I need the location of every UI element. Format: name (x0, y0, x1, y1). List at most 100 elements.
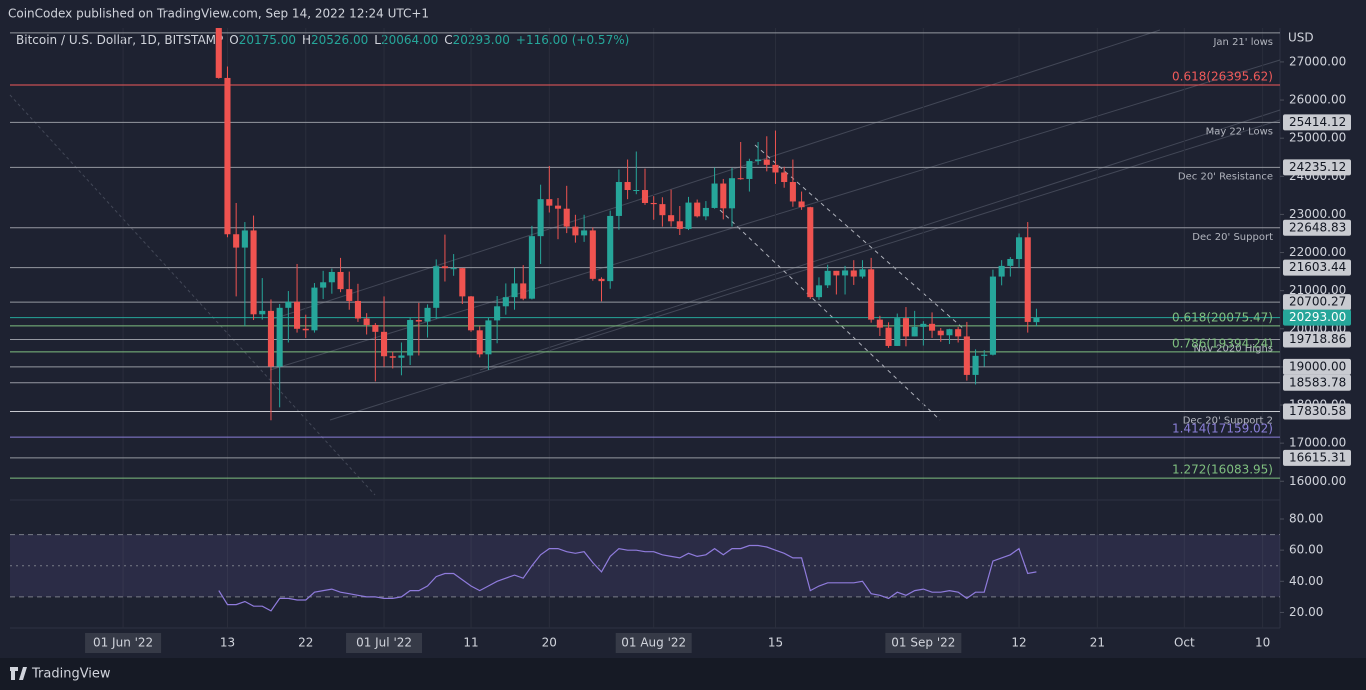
candle-body (415, 320, 422, 322)
candle-body (989, 276, 996, 355)
candle-body (737, 178, 744, 180)
candle-body (676, 221, 683, 229)
x-tick-label: 13 (220, 636, 235, 650)
candle-body (694, 202, 701, 217)
candle-body (424, 307, 431, 322)
candle-body (763, 159, 770, 165)
price-label-box (1283, 309, 1351, 326)
ohlc-value: 20293.00 (453, 33, 510, 47)
candle-body (233, 234, 240, 248)
y-tick-label: 21000.00 (1289, 283, 1346, 297)
currency: USD (1288, 31, 1314, 45)
candle-body (746, 161, 753, 179)
level-note: Dec 20' Support (1192, 232, 1273, 243)
x-tick-label: 15 (768, 636, 783, 650)
symbol: Bitcoin / U.S. Dollar, 1D, BITSTAMP (16, 33, 223, 47)
candle-body (894, 318, 901, 346)
trend-line (9, 94, 376, 496)
price-label-box (1283, 159, 1351, 176)
price-label-box (1283, 259, 1351, 276)
y-tick-label: 25000.00 (1289, 131, 1346, 145)
candle-body (337, 271, 344, 290)
ohlc-value: 20064.00 (381, 33, 438, 47)
candle-body (842, 270, 849, 276)
y-tick-label: 23000.00 (1289, 207, 1346, 221)
candle-body (224, 77, 231, 235)
level-note: May 22' Lows (1206, 126, 1273, 137)
candle-body (485, 320, 492, 355)
level-note: Dec 20' Support 2 (1183, 415, 1273, 426)
x-tick-label: 01 Jul '22 (356, 636, 412, 650)
price-label: 16615.31 (1289, 450, 1346, 464)
trend-line (754, 144, 966, 331)
y-tick-label: 22000.00 (1289, 245, 1346, 259)
rsi-tick-label: 60.00 (1289, 543, 1323, 557)
rsi-tick-label: 80.00 (1289, 512, 1323, 526)
x-label-box (346, 633, 423, 653)
y-tick-label: 27000.00 (1289, 54, 1346, 68)
logo-mark (10, 667, 27, 680)
candle-body (833, 270, 840, 276)
candle-body (772, 164, 779, 173)
level-note: Nov 2020 Highs (1193, 344, 1273, 355)
x-tick-label: 01 Jun '22 (93, 636, 153, 650)
candle-body (502, 297, 509, 307)
candle-body (320, 282, 327, 288)
candle-body (554, 205, 562, 209)
candle-body (711, 183, 718, 208)
candle-body (346, 289, 353, 301)
candle-body (963, 336, 970, 375)
candle-body (563, 208, 570, 227)
fib-label: 1.414(17159.02) (1172, 422, 1273, 436)
candle-body (433, 266, 440, 308)
candle-body (276, 307, 283, 367)
fib-label: 0.618(26395.62) (1172, 69, 1273, 83)
candle-body (520, 283, 527, 299)
x-tick-label: 20 (542, 636, 557, 650)
rsi-band (10, 534, 1280, 597)
candle-body (929, 323, 936, 331)
publisher: CoinCodex published on TradingView.com, … (8, 7, 429, 21)
candle-body (798, 201, 805, 208)
y-tick-label: 26000.00 (1289, 93, 1346, 107)
candle-body (598, 278, 605, 282)
candle-body (720, 183, 727, 209)
channel-line (479, 109, 1281, 371)
candle-body (441, 266, 448, 269)
fib-label: 0.618(20075.47) (1172, 310, 1273, 324)
candle-body (876, 319, 883, 328)
candle-body (946, 329, 953, 336)
candle-body (859, 269, 866, 277)
level-note: Dec 20' Resistance (1178, 171, 1273, 182)
candle-body (937, 330, 944, 336)
candle-body (589, 230, 596, 279)
candle-body (607, 215, 614, 282)
candle-body (998, 265, 1005, 277)
candle-body (1024, 237, 1031, 322)
x-tick-label: 10 (1255, 636, 1270, 650)
price-label-box (1283, 403, 1351, 420)
candle-body (902, 318, 910, 337)
x-tick-label: 22 (298, 636, 313, 650)
candle-body (572, 226, 579, 236)
ohlc-key: O (229, 33, 238, 47)
candle-body (815, 285, 823, 298)
candle-body (668, 215, 675, 222)
symbol-legend: Bitcoin / U.S. Dollar, 1D, BITSTAMP O2017… (16, 33, 629, 47)
candle-body (511, 283, 518, 298)
level-note: Jan 21' lows (1212, 37, 1273, 48)
price-label: 19000.00 (1289, 359, 1346, 373)
candle-body (1007, 259, 1014, 266)
ohlc-key: H (302, 33, 311, 47)
candle-body (868, 269, 875, 320)
candle-body (528, 236, 535, 299)
footer-bar (0, 658, 1366, 690)
candle-body (755, 159, 762, 162)
price-label: 20293.00 (1289, 310, 1346, 324)
price-label: 24235.12 (1289, 160, 1346, 174)
trend-line (719, 209, 941, 421)
y-tick-label: 16000.00 (1289, 474, 1346, 488)
channel-line (329, 119, 1281, 421)
x-tick-label: Oct (1174, 636, 1195, 650)
